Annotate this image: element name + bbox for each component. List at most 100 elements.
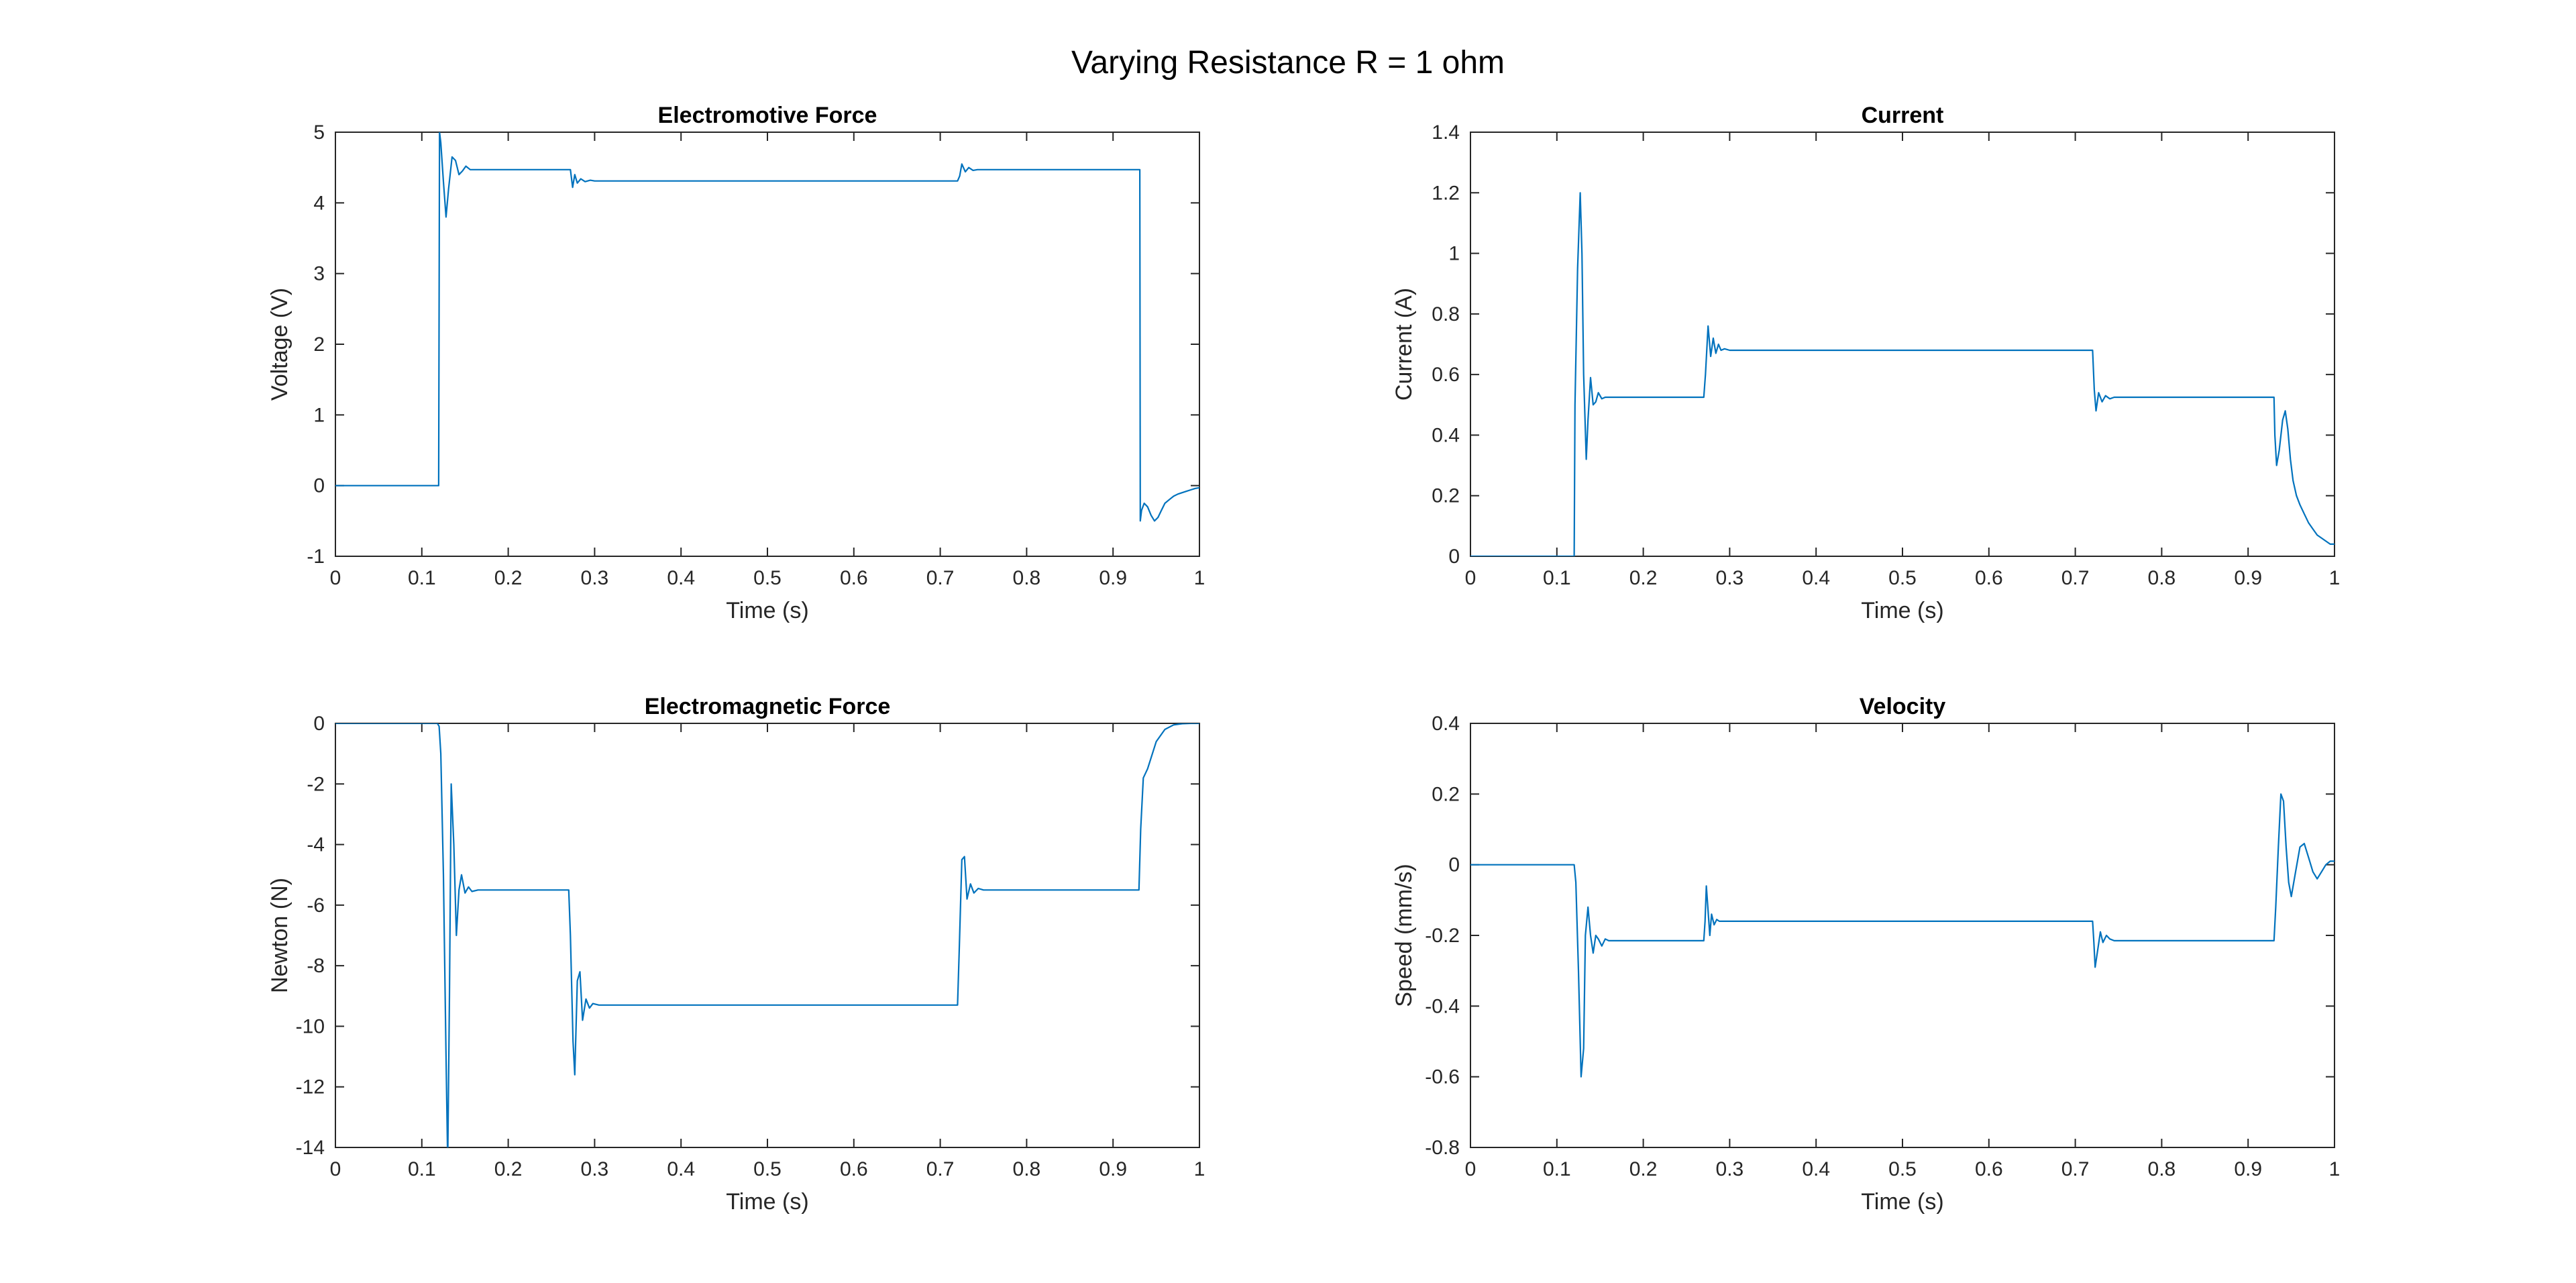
y-tick-label: 1 <box>1448 243 1460 265</box>
x-tick-label: 0.7 <box>926 567 955 589</box>
y-tick-label: 0.4 <box>1432 424 1460 446</box>
x-tick-label: 0.6 <box>840 567 868 589</box>
x-tick-label: 0.2 <box>1629 567 1658 589</box>
x-tick-label: 0 <box>1465 1158 1477 1180</box>
subplot-title: Electromagnetic Force <box>645 694 891 719</box>
x-axis-label: Time (s) <box>1861 598 1943 623</box>
x-tick-label: 0.5 <box>753 1158 782 1180</box>
x-tick-label: 0.9 <box>1099 1158 1127 1180</box>
y-tick-label: 4 <box>313 192 325 214</box>
subplot-title: Electromotive Force <box>658 103 877 128</box>
y-tick-label: 0.8 <box>1432 303 1460 325</box>
x-tick-label: 0.1 <box>1543 567 1571 589</box>
x-tick-label: 0 <box>330 1158 341 1180</box>
y-tick-label: 1.2 <box>1432 182 1460 204</box>
y-tick-label: 3 <box>313 263 325 285</box>
x-axis-label: Time (s) <box>1861 1189 1943 1215</box>
x-tick-label: 0.6 <box>840 1158 868 1180</box>
x-tick-label: 0.7 <box>926 1158 955 1180</box>
y-tick-label: 0 <box>1448 546 1460 568</box>
y-tick-label: 0.2 <box>1432 783 1460 805</box>
x-tick-label: 0.2 <box>494 567 523 589</box>
y-tick-label: -2 <box>307 773 325 795</box>
subplot-title: Velocity <box>1860 694 1946 719</box>
y-tick-label: 0 <box>1448 854 1460 876</box>
y-tick-label: -0.2 <box>1425 925 1460 947</box>
x-tick-label: 0.2 <box>494 1158 523 1180</box>
figure-title: Varying Resistance R = 1 ohm <box>1071 45 1505 81</box>
x-tick-label: 0.9 <box>1099 567 1127 589</box>
y-tick-label: 1.4 <box>1432 121 1460 144</box>
y-tick-label: 0.4 <box>1432 713 1460 735</box>
x-tick-label: 1 <box>2329 1158 2341 1180</box>
axes-box <box>335 723 1200 1148</box>
y-tick-label: 0 <box>313 713 325 735</box>
x-tick-label: 0 <box>1465 567 1477 589</box>
axes-box <box>1470 132 2335 557</box>
x-tick-label: 0.5 <box>753 567 782 589</box>
y-tick-label: -0.6 <box>1425 1066 1460 1088</box>
y-tick-label: -4 <box>307 834 325 856</box>
y-axis-label: Speed (mm/s) <box>1391 864 1417 1007</box>
x-tick-label: 0 <box>330 567 341 589</box>
x-tick-label: 0.7 <box>2061 1158 2090 1180</box>
axes-box <box>1470 723 2335 1148</box>
y-tick-label: 0 <box>313 475 325 497</box>
y-tick-label: 0.2 <box>1432 485 1460 507</box>
series-line <box>1470 192 2334 556</box>
x-tick-label: 0.6 <box>1975 567 2003 589</box>
y-axis-label: Current (A) <box>1391 288 1417 401</box>
x-tick-label: 0.1 <box>408 1158 436 1180</box>
x-tick-label: 0.4 <box>667 567 695 589</box>
y-tick-label: -6 <box>307 894 325 917</box>
x-tick-label: 0.6 <box>1975 1158 2003 1180</box>
y-axis-label: Newton (N) <box>267 878 292 993</box>
subplot-velocity: 0 0.1 0.2 0.3 0.4 0.5 0.6 0.7 0.8 0.9 1 -0.8 -0.6 -0.… <box>1391 694 2340 1215</box>
x-axis-label: Time (s) <box>726 598 808 623</box>
y-tick-label: -10 <box>296 1015 325 1037</box>
subplot-electromagnetic-force: 0 0.1 0.2 0.3 0.4 0.5 0.6 0.7 0.8 0.9 1 -14 -12 -10 -8… <box>267 694 1205 1215</box>
x-tick-label: 0.5 <box>1888 1158 1917 1180</box>
x-tick-label: 0.8 <box>2148 1158 2176 1180</box>
subplot-electromotive-force: 0 0.1 0.2 0.3 0.4 0.5 0.6 0.7 0.8 0.9 1-1012345Ele… <box>267 103 1205 623</box>
x-tick-label: 0.3 <box>1716 567 1744 589</box>
x-tick-label: 0.8 <box>1013 1158 1041 1180</box>
x-tick-label: 0.1 <box>408 567 436 589</box>
x-tick-label: 0.2 <box>1629 1158 1658 1180</box>
x-tick-label: 0.9 <box>2234 1158 2262 1180</box>
axes-box <box>335 132 1200 557</box>
x-tick-label: 0.8 <box>1013 567 1041 589</box>
subplot-title: Current <box>1862 103 1944 128</box>
x-tick-label: 1 <box>2329 567 2341 589</box>
x-tick-label: 0.4 <box>667 1158 695 1180</box>
x-tick-label: 0.3 <box>581 1158 609 1180</box>
x-tick-label: 0.1 <box>1543 1158 1571 1180</box>
x-tick-label: 0.8 <box>2148 567 2176 589</box>
x-tick-label: 1 <box>1194 1158 1205 1180</box>
x-tick-label: 0.7 <box>2061 567 2090 589</box>
x-axis-label: Time (s) <box>726 1189 808 1215</box>
x-tick-label: 0.9 <box>2234 567 2262 589</box>
y-tick-label: 2 <box>313 333 325 356</box>
y-tick-label: -0.8 <box>1425 1137 1460 1159</box>
x-tick-label: 0.3 <box>581 567 609 589</box>
x-tick-label: 1 <box>1194 567 1205 589</box>
y-tick-label: -12 <box>296 1076 325 1098</box>
series-line <box>1470 793 2334 1078</box>
series-line <box>335 723 1199 1147</box>
y-tick-label: -8 <box>307 955 325 977</box>
x-tick-label: 0.5 <box>1888 567 1917 589</box>
x-tick-label: 0.4 <box>1802 567 1830 589</box>
y-tick-label: 5 <box>313 121 325 144</box>
y-axis-label: Voltage (V) <box>267 288 292 401</box>
y-tick-label: -14 <box>296 1137 325 1159</box>
series-line <box>335 132 1199 522</box>
y-tick-label: -0.4 <box>1425 995 1460 1017</box>
y-tick-label: -1 <box>307 546 325 568</box>
y-tick-label: 1 <box>313 404 325 426</box>
x-tick-label: 0.3 <box>1716 1158 1744 1180</box>
subplot-current: 0 0.1 0.2 0.3 0.4 0.5 0.6 0.7 0.8 0.9 1 0 0.2 0.4 0.6 0… <box>1391 103 2340 623</box>
x-tick-label: 0.4 <box>1802 1158 1830 1180</box>
